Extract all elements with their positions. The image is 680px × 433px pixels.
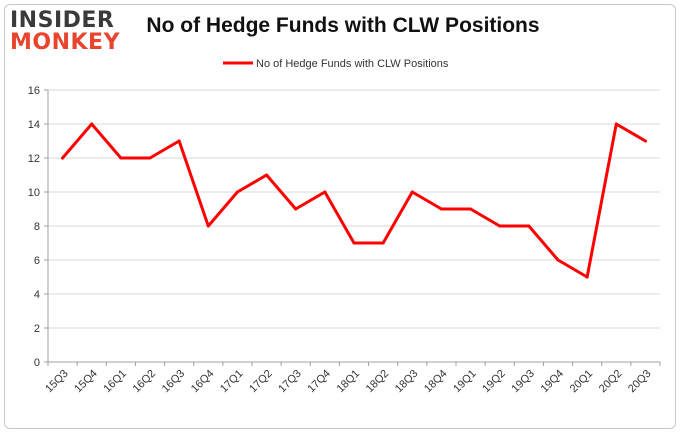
chart-title: No of Hedge Funds with CLW Positions: [146, 14, 540, 37]
data-point: [381, 241, 385, 245]
x-tick-label: 17Q4: [305, 368, 333, 396]
x-tick-label: 16Q2: [131, 368, 159, 396]
y-tick-label: 14: [28, 119, 40, 131]
x-tick-label: 19Q3: [509, 368, 537, 396]
y-tick-label: 16: [28, 85, 40, 97]
data-point: [148, 156, 152, 160]
series-group: [61, 122, 647, 279]
data-point: [323, 190, 327, 194]
x-tick-label: 20Q3: [626, 368, 654, 396]
y-axis-ticks: 0 2 4 6 8 10 12 14 16: [28, 85, 48, 369]
data-point: [294, 207, 298, 211]
data-point: [556, 258, 560, 262]
data-point: [61, 156, 65, 160]
data-point: [177, 139, 181, 143]
x-tick-label: 16Q3: [160, 368, 188, 396]
x-tick-label: 19Q2: [480, 368, 508, 396]
data-point: [527, 224, 531, 228]
x-tick-label: 16Q4: [189, 368, 217, 396]
data-point: [265, 173, 269, 177]
y-tick-label: 4: [34, 289, 40, 301]
y-tick-label: 8: [34, 221, 40, 233]
y-tick-label: 0: [34, 357, 40, 369]
x-tick-label: 19Q1: [451, 368, 479, 396]
x-tick-label: 15Q3: [43, 368, 71, 396]
data-point: [119, 156, 123, 160]
data-point: [585, 275, 589, 279]
data-point: [643, 139, 647, 143]
y-tick-label: 10: [28, 187, 40, 199]
x-axis-ticks: 15Q3 15Q4 16Q1 16Q2 16Q3 16Q4 17Q1 17Q2 17Q3 17Q4…: [43, 362, 661, 396]
data-point: [439, 207, 443, 211]
insider-monkey-logo: INSIDER MONKEY: [10, 8, 128, 56]
y-tick-label: 2: [34, 323, 40, 335]
data-point: [206, 224, 210, 228]
y-tick-label: 6: [34, 255, 40, 267]
data-point: [235, 190, 239, 194]
logo-line-insider: INSIDER: [10, 8, 115, 33]
x-tick-label: 18Q4: [422, 368, 450, 396]
x-tick-label: 17Q1: [218, 368, 246, 396]
data-point: [410, 190, 414, 194]
x-tick-label: 17Q2: [247, 368, 275, 396]
data-point: [498, 224, 502, 228]
x-tick-label: 19Q4: [539, 368, 567, 396]
data-point: [614, 122, 618, 126]
grid-lines: [47, 89, 660, 363]
legend-label: No of Hedge Funds with CLW Positions: [256, 58, 449, 70]
x-tick-label: 18Q1: [335, 368, 363, 396]
data-point: [90, 122, 94, 126]
logo-line-monkey: MONKEY: [10, 30, 121, 55]
x-tick-label: 20Q2: [597, 368, 625, 396]
x-tick-label: 20Q1: [568, 368, 596, 396]
x-tick-label: 15Q4: [72, 368, 100, 396]
x-tick-label: 18Q3: [393, 368, 421, 396]
data-point: [469, 207, 473, 211]
legend: No of Hedge Funds with CLW Positions: [223, 58, 449, 70]
y-tick-label: 12: [28, 153, 40, 165]
series-line-0: [61, 122, 647, 279]
x-tick-label: 17Q3: [276, 368, 304, 396]
data-point: [352, 241, 356, 245]
x-tick-label: 18Q2: [364, 368, 392, 396]
x-tick-label: 16Q1: [101, 368, 129, 396]
